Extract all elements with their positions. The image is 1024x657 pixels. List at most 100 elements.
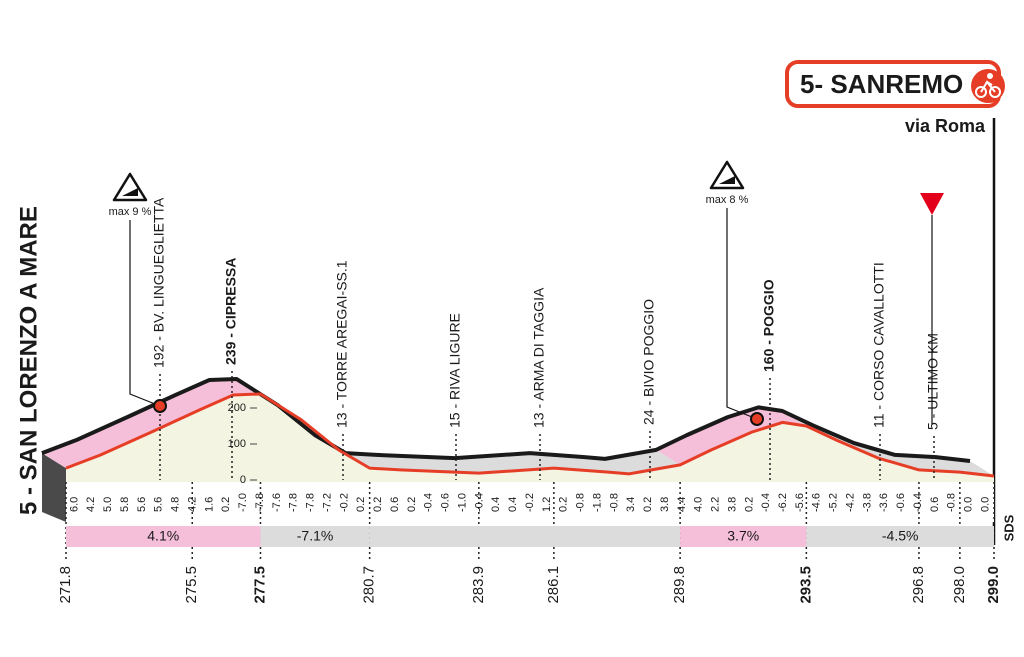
km-gradient: -0.2 [338,493,350,512]
km-gradient: -5.2 [828,493,840,512]
km-gradient: -4.2 [844,493,856,512]
km-gradient: -1.8 [591,493,603,512]
x-tick-label: 277.5 [251,566,268,604]
x-tick-label: 296.8 [910,566,927,604]
gradient-segment [66,526,261,547]
gradient-segment [680,526,807,547]
last-km-flag [920,193,944,215]
waypoint-label: 11 - CORSO CAVALLOTTI [871,262,887,428]
gradient-segment [260,526,370,547]
finish-icon [971,69,1005,103]
km-gradient: -0.4 [912,493,924,512]
x-tick-label: 271.8 [57,566,74,604]
km-gradient: 1.6 [203,497,215,512]
profile-line [65,392,995,478]
logo: SDS [1001,514,1016,541]
km-gradient: 5.8 [119,497,131,512]
km-gradient: 0.6 [929,497,941,512]
km-gradient: 0.2 [558,497,570,512]
km-gradient: 4.2 [85,497,97,512]
km-gradient: 5.0 [102,497,114,512]
km-gradient: -7.6 [271,493,283,512]
km-gradient: 5.6 [153,497,165,512]
km-gradient: 3.8 [726,497,738,512]
km-gradient: -0.4 [473,493,485,512]
y-tick-label: 200 [228,402,246,414]
km-gradient: -7.8 [305,493,317,512]
profile-top [782,411,994,477]
waypoint-label: 192 - BV. LINGUEGLIETTA [151,197,167,368]
km-gradient: -0.8 [608,493,620,512]
km-gradient: 0.2 [372,497,384,512]
profile-top [345,449,681,474]
km-gradient: -0.4 [760,493,772,512]
x-tick-label: 275.5 [183,566,200,604]
km-gradient: -7.8 [288,493,300,512]
km-gradient: 0.4 [490,497,502,512]
km-gradient: 0.0 [963,497,975,512]
climb-max: max 9 % [109,206,152,218]
km-gradient: -0.6 [895,493,907,512]
km-gradient: 0.2 [406,497,418,512]
km-gradient: 0.2 [355,497,367,512]
climb-summit-dot [750,412,764,426]
km-gradient: -0.6 [440,493,452,512]
km-gradient: 4.2 [186,497,198,512]
segment-label: 3.7% [727,528,759,544]
km-gradient: -7.8 [254,493,266,512]
x-tick-label: 280.7 [361,566,378,604]
x-tick-label: 283.9 [470,566,487,604]
y-tick-label: 100 [228,438,246,450]
waypoint-label: 24 - BIVIO POGGIO [641,299,657,425]
profile-top-edge [41,376,971,464]
km-gradient: -1.0 [456,493,468,512]
km-gradient: 5.6 [136,497,148,512]
km-gradient: 0.4 [507,497,519,512]
km-gradient: 0.6 [389,497,401,512]
waypoint-label: 13 - TORRE AREGAI-SS.1 [334,260,350,428]
km-gradient: -0.2 [524,493,536,512]
km-gradient: 4.0 [693,497,705,512]
x-tick-label: 293.5 [797,566,814,604]
km-gradient: -7.0 [237,493,249,512]
x-tick-label: 298.0 [951,566,968,604]
profile-top [656,407,807,465]
gradient-strip [66,482,994,522]
gradient-segment [806,526,994,547]
km-gradient: 2.2 [710,497,722,512]
gradient-segment [369,526,681,547]
x-tick-label: 289.8 [671,566,688,604]
km-gradient: -3.8 [861,493,873,512]
km-gradient: -0.8 [946,493,958,512]
climb-max: max 8 % [706,194,749,206]
climb-icon [112,172,148,202]
profile-front [66,393,994,482]
x-tick-label: 286.1 [545,566,562,604]
segment-label: -7.1% [297,528,334,544]
km-gradient: -4.6 [811,493,823,512]
km-gradient: -7.2 [321,493,333,512]
climb-leader [726,208,758,420]
y-tick-label: 0 [240,474,246,486]
km-gradient: 1.2 [541,497,553,512]
waypoint-label: 5 - ULTIMO KM [925,333,941,430]
km-gradient: -5.6 [794,493,806,512]
km-gradient: 3.4 [625,497,637,512]
km-gradient: 6.0 [68,497,80,512]
start-label: 5 - SAN LORENZO A MARE [15,206,42,515]
profile-side [42,453,66,522]
km-gradient: -6.2 [777,493,789,512]
km-gradient: 4.4 [676,497,688,512]
finish-label: 5- SANREMO [800,69,963,99]
km-gradient: 4.8 [170,497,182,512]
x-tick-label: 299.0 [985,566,1002,604]
finish-sublabel: via Roma [905,116,986,136]
climb-summit-dot [153,399,167,413]
km-gradient: 0.2 [642,497,654,512]
km-gradient: 0.2 [743,497,755,512]
km-gradient: 0.2 [220,497,232,512]
km-gradient: -3.6 [878,493,890,512]
profile-top [42,378,261,469]
